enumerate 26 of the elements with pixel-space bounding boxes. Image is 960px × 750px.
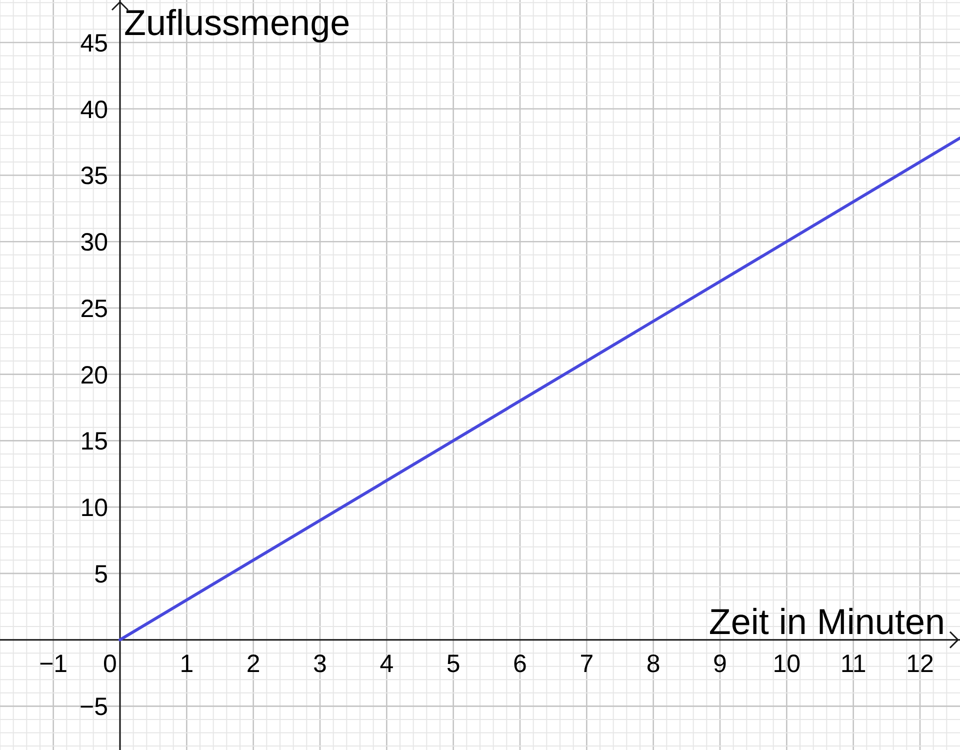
x-tick-label: 3 [313, 650, 327, 678]
y-tick-label: 25 [80, 294, 108, 323]
x-tick-label: 12 [906, 650, 934, 678]
x-tick-label: 6 [513, 650, 527, 678]
x-tick-label: 2 [246, 650, 260, 678]
y-tick-label: 5 [94, 560, 108, 588]
x-tick-label: 10 [772, 650, 801, 678]
y-tick-label: 40 [80, 96, 108, 124]
y-tick-label: 10 [80, 494, 108, 522]
y-axis-title: Zuflussmenge [124, 2, 350, 43]
x-tick-label: 1 [180, 650, 194, 678]
y-tick-label: 15 [80, 428, 108, 456]
x-tick-label: 5 [446, 650, 460, 678]
x-axis-title: Zeit in Minuten [708, 600, 945, 642]
x-tick-label: 11 [840, 650, 866, 678]
x-tick-label: 9 [713, 650, 727, 678]
x-tick-label: 8 [646, 650, 660, 678]
y-tick-label: 20 [80, 361, 108, 390]
y-tick-label: −5 [79, 693, 108, 722]
y-tick-label: 45 [80, 29, 108, 58]
x-tick-label: 7 [580, 650, 594, 678]
x-tick-label: 4 [380, 650, 394, 678]
y-tick-label: 35 [80, 162, 108, 190]
x-tick-label: 0 [103, 650, 117, 678]
y-tick-label: 30 [80, 228, 108, 257]
x-tick-label: −1 [39, 650, 68, 678]
